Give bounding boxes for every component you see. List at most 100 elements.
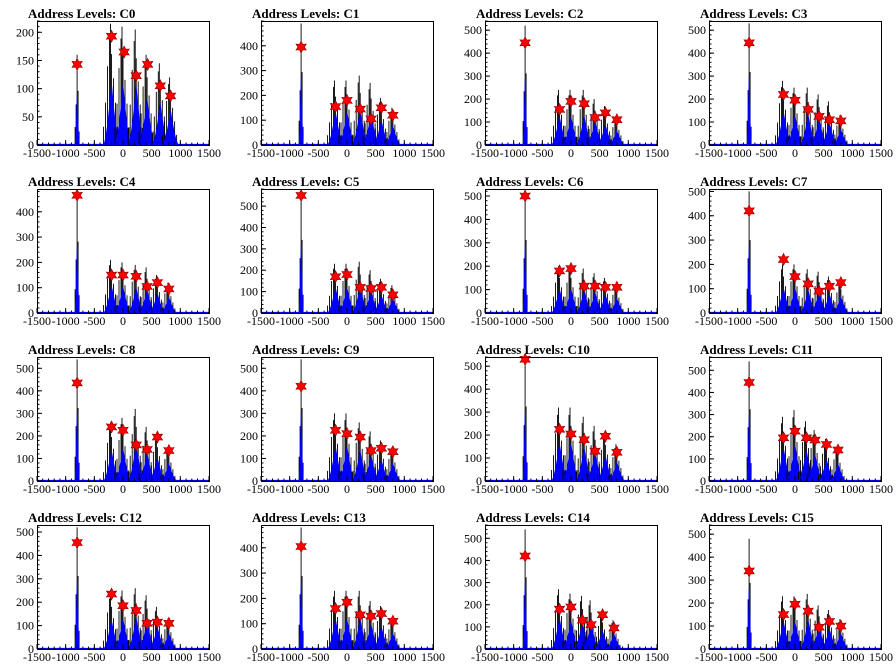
x-tick-label: -1000 xyxy=(500,482,528,496)
x-tick-label: -1500 xyxy=(23,650,51,664)
x-tick-label: 0 xyxy=(344,650,350,664)
star-marker xyxy=(295,40,307,54)
marker-series xyxy=(295,379,399,459)
x-tick-label: -500 xyxy=(755,314,777,328)
x-tick-label: -500 xyxy=(755,146,777,160)
chart-title: Address Levels: C12 xyxy=(28,510,142,525)
y-tick-label: 100 xyxy=(240,113,258,127)
y-tick-label: 200 xyxy=(240,88,258,102)
y-tick-label: 0 xyxy=(700,474,706,488)
y-tick-label: 500 xyxy=(464,189,482,203)
star-marker xyxy=(354,280,366,295)
y-axis: 0 100 200 300 400 xyxy=(16,191,42,320)
x-tick-label: 1500 xyxy=(645,146,669,160)
histogram-fill xyxy=(605,633,623,650)
star-marker xyxy=(743,36,755,50)
x-tick-label: 500 xyxy=(143,482,161,496)
x-tick-label: 1500 xyxy=(869,314,893,328)
star-marker xyxy=(578,96,590,111)
y-tick-label: 100 xyxy=(16,82,34,96)
chart-title: Address Levels: C14 xyxy=(476,510,590,525)
y-tick-label: 300 xyxy=(16,572,34,586)
star-marker xyxy=(835,275,847,290)
x-tick-label: 0 xyxy=(120,314,126,328)
star-marker xyxy=(553,602,566,616)
y-tick-label: 0 xyxy=(252,474,258,488)
star-marker xyxy=(365,112,377,126)
plot-frame xyxy=(37,525,210,650)
x-tick-label: -500 xyxy=(83,146,105,160)
star-marker xyxy=(117,268,129,282)
star-marker xyxy=(823,279,836,293)
y-tick-label: 150 xyxy=(16,53,34,67)
x-tick-label: -1000 xyxy=(276,482,304,496)
x-tick-label: -1500 xyxy=(471,482,499,496)
y-tick-label: 0 xyxy=(28,138,34,152)
x-tick-label: 500 xyxy=(591,314,609,328)
histogram xyxy=(37,527,209,650)
x-tick-label: -1000 xyxy=(500,314,528,328)
star-marker xyxy=(154,79,167,93)
star-marker xyxy=(375,280,388,295)
star-marker xyxy=(611,280,623,294)
chart-title: Address Levels: C0 xyxy=(28,6,135,21)
x-axis: -1500 -1000 -500 0 500 1000 1500 xyxy=(23,476,221,496)
marker-series xyxy=(743,564,847,634)
y-tick-label: 0 xyxy=(252,642,258,656)
y-tick-label: 400 xyxy=(464,46,482,60)
x-tick-label: -1500 xyxy=(23,146,51,160)
y-tick-label: 400 xyxy=(240,384,258,398)
star-marker xyxy=(585,617,597,632)
chart-panel-15: Address Levels: C150100200300400500-1500… xyxy=(688,510,893,664)
x-tick-label: -1000 xyxy=(500,650,528,664)
histogram-fill xyxy=(785,622,805,650)
chart-panel-6: Address Levels: C60100200300400500-1500-… xyxy=(464,174,669,328)
x-tick-label: -1500 xyxy=(23,482,51,496)
x-tick-label: 1000 xyxy=(616,314,640,328)
histogram-fill xyxy=(162,111,180,146)
star-marker xyxy=(105,587,118,601)
y-tick-label: 300 xyxy=(240,64,258,78)
histogram xyxy=(37,194,209,314)
x-tick-label: 0 xyxy=(792,650,798,664)
star-marker xyxy=(599,429,612,443)
x-axis: -1500 -1000 -500 0 500 1000 1500 xyxy=(247,308,445,328)
star-marker xyxy=(151,275,164,290)
x-tick-label: 0 xyxy=(344,314,350,328)
chart-panel-2: Address Levels: C20100200300400500-1500-… xyxy=(464,6,669,160)
x-tick-label: 500 xyxy=(143,314,161,328)
histogram xyxy=(709,23,881,146)
star-marker xyxy=(835,114,847,128)
x-tick-label: 1500 xyxy=(421,314,445,328)
x-tick-label: 1000 xyxy=(168,482,192,496)
star-marker xyxy=(777,431,790,445)
star-marker xyxy=(813,284,825,298)
x-tick-label: 1500 xyxy=(421,146,445,160)
histogram xyxy=(709,361,881,482)
marker-series xyxy=(519,36,623,127)
y-tick-label: 300 xyxy=(464,576,482,590)
x-tick-label: -1000 xyxy=(724,314,752,328)
x-tick-label: -1500 xyxy=(23,314,51,328)
y-tick-label: 400 xyxy=(240,541,258,555)
chart-title: Address Levels: C3 xyxy=(700,6,808,21)
x-tick-label: -500 xyxy=(83,650,105,664)
x-tick-label: 0 xyxy=(792,482,798,496)
x-axis: -1500 -1000 -500 0 500 1000 1500 xyxy=(247,140,445,160)
x-tick-label: 0 xyxy=(568,482,574,496)
y-tick-label: 0 xyxy=(28,306,34,320)
star-marker xyxy=(387,108,399,122)
y-tick-label: 300 xyxy=(464,405,482,419)
x-tick-label: 1000 xyxy=(392,650,416,664)
y-axis: 0 100 200 300 400 500 xyxy=(688,356,714,488)
x-tick-label: 500 xyxy=(143,146,161,160)
x-tick-label: 0 xyxy=(344,482,350,496)
x-tick-label: 1000 xyxy=(840,482,864,496)
y-tick-label: 0 xyxy=(28,642,34,656)
y-tick-label: 400 xyxy=(16,384,34,398)
marker-series xyxy=(743,375,844,457)
marker-series xyxy=(71,188,175,296)
y-tick-label: 200 xyxy=(688,257,706,271)
star-marker xyxy=(802,102,814,117)
